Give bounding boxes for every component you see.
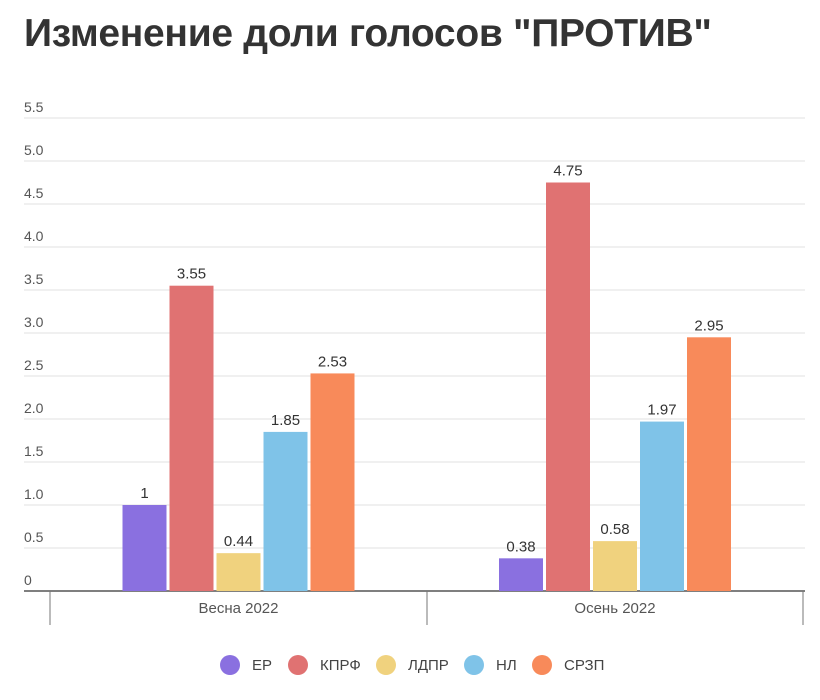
bar-КПРФ-0 [169, 285, 214, 591]
legend-label: НЛ [496, 657, 517, 674]
bar-КПРФ-1 [546, 182, 590, 591]
y-tick-label: 3.5 [24, 271, 44, 287]
y-tick-label: 5.0 [24, 142, 44, 158]
legend-marker-icon [376, 655, 396, 675]
data-label: 1.85 [271, 412, 300, 429]
y-tick-label: 3.0 [24, 314, 44, 330]
data-label: 3.55 [177, 266, 206, 283]
legend-marker-icon [532, 655, 552, 675]
data-label: 2.95 [694, 317, 723, 334]
data-label: 0.38 [506, 538, 535, 555]
legend-marker-icon [288, 655, 308, 675]
data-label: 2.53 [318, 353, 347, 370]
data-label: 0.44 [224, 533, 253, 550]
y-tick-label: 4.5 [24, 185, 44, 201]
bar-НЛ-0 [263, 431, 308, 591]
y-tick-label: 0 [24, 572, 32, 588]
legend-label: ЕР [252, 657, 272, 674]
bar-СРЗП-1 [687, 337, 731, 591]
x-category-label: Осень 2022 [574, 600, 655, 617]
x-category-label: Весна 2022 [198, 600, 278, 617]
bar-СРЗП-0 [310, 373, 355, 591]
legend-label: ЛДПР [408, 657, 449, 674]
legend-marker-icon [464, 655, 484, 675]
legend-marker-icon [220, 655, 240, 675]
chart-title: Изменение доли голосов "ПРОТИВ" [24, 12, 712, 55]
data-label: 0.58 [600, 521, 629, 538]
data-label: 4.75 [553, 163, 582, 180]
data-label: 1 [140, 485, 148, 502]
bar-ЕР-1 [499, 558, 543, 591]
y-tick-label: 1.5 [24, 443, 44, 459]
y-tick-label: 0.5 [24, 529, 44, 545]
y-tick-label: 2.5 [24, 357, 44, 373]
y-tick-label: 5.5 [24, 99, 44, 115]
legend-label: СРЗП [564, 657, 604, 674]
legend-label: КПРФ [320, 657, 361, 674]
bar-ЛДПР-0 [216, 553, 261, 591]
bar-ЛДПР-1 [593, 541, 637, 591]
bar-ЕР-0 [122, 505, 167, 591]
bar-НЛ-1 [640, 421, 684, 591]
data-label: 1.97 [647, 402, 676, 419]
y-tick-label: 2.0 [24, 400, 44, 416]
y-tick-label: 1.0 [24, 486, 44, 502]
y-tick-label: 4.0 [24, 228, 44, 244]
